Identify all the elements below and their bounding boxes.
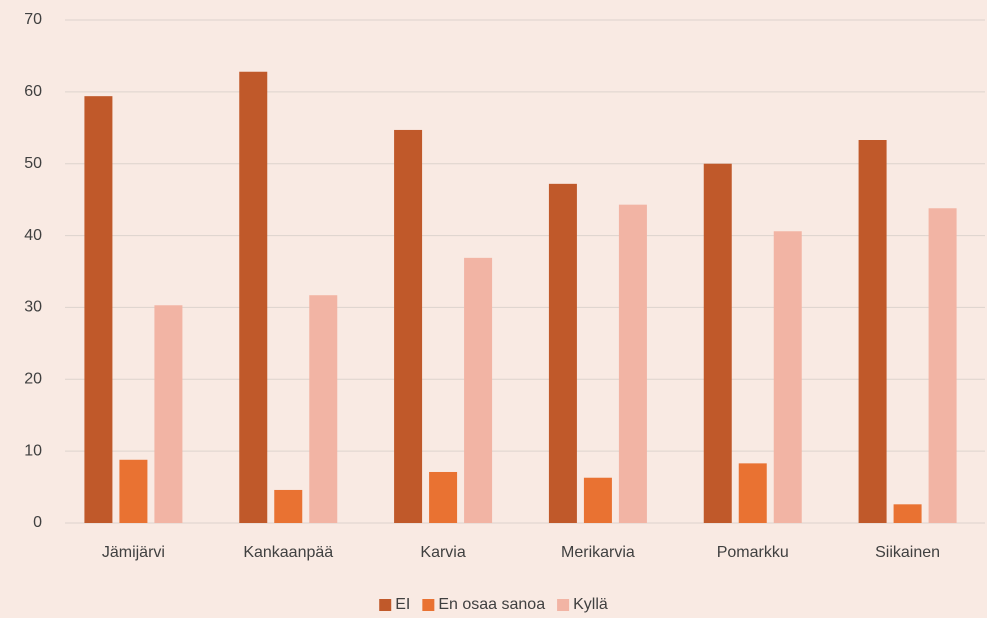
y-tick-label: 50 [24,155,42,172]
bar [154,305,183,523]
bar [893,504,922,523]
y-tick-label: 20 [24,371,42,388]
bar [703,163,732,523]
x-tick-label: Karvia [420,544,465,561]
legend-item: EI [379,596,410,613]
y-tick-label: 30 [24,299,42,316]
y-tick-label: 40 [24,227,42,244]
x-tick-label: Pomarkku [717,544,789,561]
y-tick-label: 60 [24,83,42,100]
bar [583,477,612,523]
bar [464,257,493,523]
bar [394,129,423,524]
y-tick-label: 70 [24,11,42,28]
bar [548,183,577,523]
bar [239,71,268,523]
legend-label: EI [395,596,410,613]
x-tick-label: Kankaanpää [243,544,333,561]
bar [309,295,338,523]
legend-swatch [557,599,570,611]
bar [928,208,957,523]
legend-item: Kyllä [557,596,608,613]
bar [738,463,767,523]
y-tick-label: 0 [33,514,42,531]
bar [274,489,303,523]
legend-swatch [422,599,435,611]
bar [84,96,113,523]
bar [429,471,458,523]
x-tick-label: Merikarvia [561,544,635,561]
x-tick-label: Siikainen [875,544,940,561]
legend-label: En osaa sanoa [438,596,545,613]
x-tick-label: Jämijärvi [102,544,165,561]
legend-item: En osaa sanoa [422,596,545,613]
legend-label: Kyllä [573,596,608,613]
legend-swatch [379,599,392,611]
bar [858,140,887,523]
bar [773,231,802,523]
bar [119,459,148,523]
y-tick-label: 10 [24,442,42,459]
bar [618,204,647,523]
